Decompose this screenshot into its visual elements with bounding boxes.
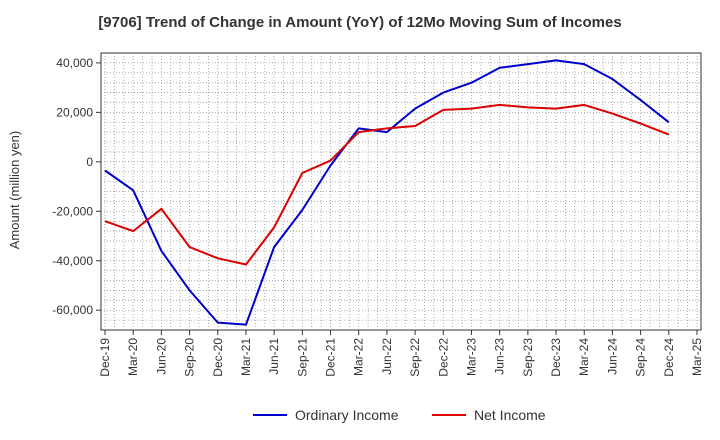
legend-label: Net Income (474, 407, 546, 423)
x-tick-label: Mar-20 (126, 338, 140, 376)
x-tick-label: Jun-23 (493, 338, 507, 375)
x-tick-label: Jun-22 (380, 338, 394, 375)
x-tick-label: Sep-22 (408, 338, 422, 377)
x-tick-label: Mar-21 (239, 338, 253, 376)
x-tick-label: Mar-24 (577, 338, 591, 376)
x-tick-label: Jun-20 (154, 338, 168, 375)
x-tick-label: Dec-21 (324, 338, 338, 377)
y-tick-label: -60,000 (52, 303, 93, 317)
legend: Ordinary Income Net Income (253, 407, 546, 423)
series-line (104, 59, 670, 326)
grid-layer (100, 52, 702, 331)
y-tick-label: -40,000 (52, 254, 93, 268)
series-layer (104, 59, 670, 326)
chart-title: [9706] Trend of Change in Amount (YoY) o… (98, 14, 622, 31)
x-tick-label: Dec-22 (436, 338, 450, 377)
legend-label: Ordinary Income (295, 407, 399, 423)
x-tick-label: Dec-20 (211, 338, 225, 377)
x-tick-label: Sep-21 (295, 338, 309, 377)
series-line (104, 103, 670, 266)
x-tick-label: Sep-20 (183, 338, 197, 377)
x-tick-label: Dec-24 (662, 338, 676, 377)
x-tick-label: Mar-23 (464, 338, 478, 376)
x-tick-label: Jun-24 (605, 338, 619, 375)
y-tick-label: 0 (86, 155, 93, 169)
y-tick-label: 40,000 (56, 56, 93, 70)
x-tick-label: Mar-25 (690, 338, 704, 376)
axis-layer: 40,000 20,000 0 -20,000 -40,000 -60,000 Dec-19… (52, 56, 704, 377)
x-tick-label: Sep-23 (521, 338, 535, 377)
x-tick-label: Dec-19 (98, 338, 112, 377)
x-tick-label: Jun-21 (267, 338, 281, 375)
x-tick-label: Sep-24 (634, 338, 648, 377)
x-tick-label: Dec-23 (549, 338, 563, 377)
y-axis-title: Amount (million yen) (7, 131, 22, 250)
y-tick-label: -20,000 (52, 204, 93, 218)
x-tick-label: Mar-22 (352, 338, 366, 376)
y-tick-label: 20,000 (56, 105, 93, 119)
